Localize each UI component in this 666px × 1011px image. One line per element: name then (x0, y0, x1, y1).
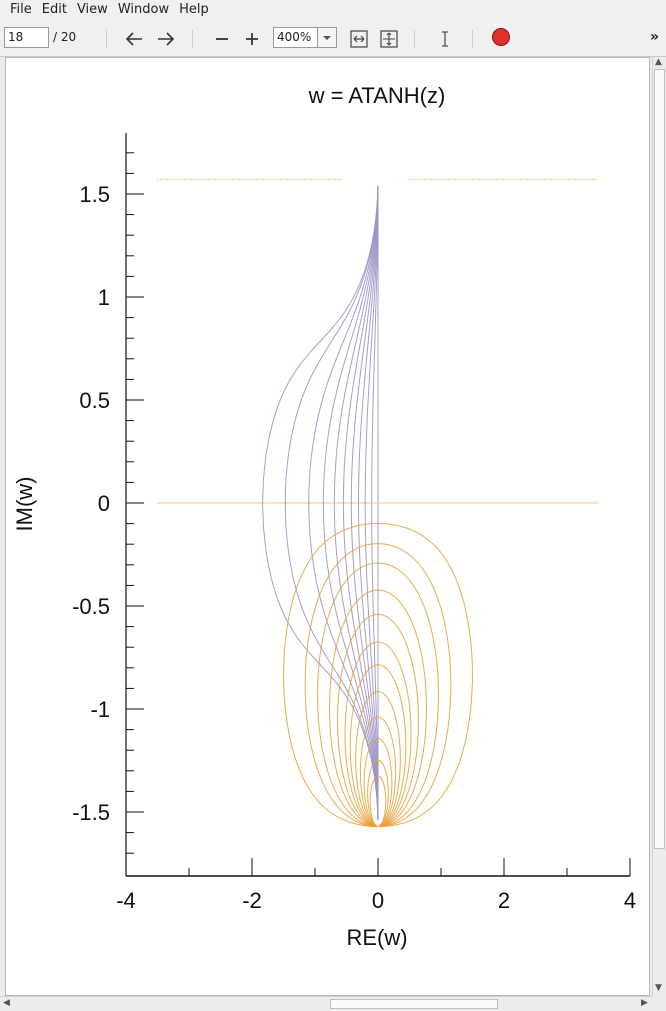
scroll-down-icon[interactable]: ▼ (655, 983, 662, 993)
fit-width-button[interactable] (347, 28, 371, 50)
text-select-button[interactable] (433, 28, 457, 50)
series-orange-curve-3 (329, 589, 427, 828)
series-orange-curve-0 (283, 523, 473, 828)
text-cursor-icon (442, 31, 448, 47)
series-orange-curve-5 (344, 641, 412, 828)
fit-page-icon (380, 30, 398, 48)
x-tick-label: -2 (242, 888, 262, 913)
zoom-out-icon (216, 38, 228, 40)
series-orange-curve-6 (349, 664, 407, 827)
toolbar-separator (414, 30, 415, 48)
menu-window[interactable]: Window (117, 2, 170, 17)
series-orange-curve-9 (363, 738, 393, 827)
zoom-in-button[interactable] (240, 28, 264, 50)
chart-curves (157, 178, 599, 828)
next-page-button[interactable] (154, 28, 178, 50)
x-tick-label: -4 (116, 888, 136, 913)
scroll-right-icon[interactable]: ▶ (641, 998, 648, 1008)
arrow-left-icon (125, 32, 142, 46)
zoom-dropdown-button[interactable] (317, 27, 337, 48)
zoom-dropdown-icon (323, 35, 331, 40)
y-tick-label: 0 (98, 491, 110, 516)
record-icon[interactable] (492, 28, 510, 46)
y-tick-label: 1 (98, 285, 110, 310)
x-tick-label: 0 (372, 888, 384, 913)
page-total-label: / 20 (53, 30, 77, 44)
menu-bar: File Edit View Window Help (0, 0, 666, 20)
toolbar-separator (106, 30, 107, 48)
scroll-up-icon[interactable]: ▲ (655, 57, 662, 67)
page-number-input[interactable]: 18 (4, 27, 49, 48)
x-tick-label: 2 (498, 888, 510, 913)
x-axis-label: RE(w) (346, 925, 407, 950)
series-orange-curve-4 (337, 613, 419, 828)
y-tick-label: -1.5 (72, 800, 110, 825)
zoom-out-button[interactable] (210, 28, 234, 50)
series-orange-curve-11 (369, 775, 387, 827)
pdf-page: w = ATANH(z) RE(w) IM(w) -4 -2 0 2 4 1.5 1 0.5 0… (5, 57, 650, 996)
x-tick-label: 4 (624, 888, 636, 913)
chart-title: w = ATANH(z) (308, 83, 446, 108)
y-tick-label: 1.5 (79, 182, 110, 207)
horizontal-scroll-thumb[interactable] (330, 999, 498, 1009)
y-axis-label: IM(w) (12, 477, 37, 532)
fit-page-button[interactable] (377, 28, 401, 50)
chart-axes: -4 -2 0 2 4 1.5 1 0.5 0 -0.5 -1 -1.5 (72, 133, 636, 913)
arrow-right-icon (158, 32, 175, 46)
fit-width-icon (350, 30, 368, 48)
overflow-chevron-icon[interactable]: » (650, 29, 660, 45)
series-orange-curve-2 (317, 562, 439, 828)
zoom-in-icon (246, 33, 258, 45)
series-orange-curve-8 (359, 716, 397, 827)
scroll-left-icon[interactable]: ◀ (3, 998, 10, 1008)
y-tick-label: 0.5 (79, 388, 110, 413)
horizontal-scrollbar[interactable]: ◀ ▶ (0, 996, 652, 1011)
menu-file[interactable]: File (10, 2, 32, 17)
vertical-scrollbar[interactable]: ▲ ▼ (652, 57, 666, 996)
toolbar: 18 / 20 400% » (0, 20, 666, 57)
scroll-corner (652, 996, 666, 1011)
previous-page-button[interactable] (122, 28, 146, 50)
series-orange-curve-10 (367, 759, 389, 827)
plot: w = ATANH(z) RE(w) IM(w) -4 -2 0 2 4 1.5 1 0.5 0… (12, 83, 636, 950)
menu-edit[interactable]: Edit (41, 2, 67, 17)
menu-help[interactable]: Help (179, 2, 209, 17)
toolbar-separator (192, 30, 193, 48)
y-tick-label: -0.5 (72, 594, 110, 619)
document-view: w = ATANH(z) RE(w) IM(w) -4 -2 0 2 4 1.5 1 0.5 0… (0, 57, 652, 996)
series-orange-curve-1 (304, 543, 452, 828)
series-orange-curve-7 (355, 691, 401, 827)
toolbar-separator (472, 30, 473, 48)
menu-view[interactable]: View (76, 2, 108, 17)
zoom-level-input[interactable]: 400% (273, 27, 320, 48)
y-tick-label: -1 (90, 697, 110, 722)
vertical-scroll-thumb[interactable] (654, 69, 665, 849)
